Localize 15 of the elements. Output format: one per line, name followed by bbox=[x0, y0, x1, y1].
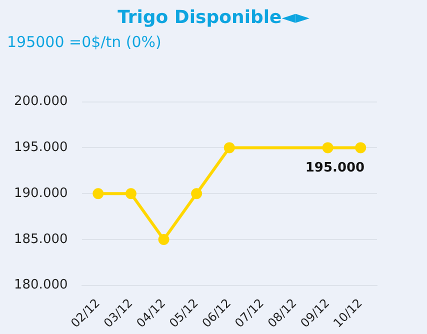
y-tick-label: 200.000 bbox=[14, 94, 68, 110]
point bbox=[125, 188, 136, 200]
data-label: 195.000 bbox=[305, 160, 365, 176]
point bbox=[355, 142, 366, 154]
y-tick-label: 190.000 bbox=[14, 186, 68, 201]
point bbox=[92, 188, 104, 200]
y-tick-label: 195.000 bbox=[14, 140, 68, 156]
y-tick-label: 180.000 bbox=[14, 278, 68, 293]
point bbox=[322, 142, 334, 154]
y-tick-label: 185.000 bbox=[14, 232, 68, 247]
point bbox=[191, 188, 202, 200]
chart-subtitle: 195000 =0$/tn (0%) bbox=[7, 33, 162, 51]
point bbox=[224, 142, 235, 154]
point bbox=[158, 234, 170, 245]
chart-title: Trigo Disponible◄► bbox=[116, 7, 310, 28]
